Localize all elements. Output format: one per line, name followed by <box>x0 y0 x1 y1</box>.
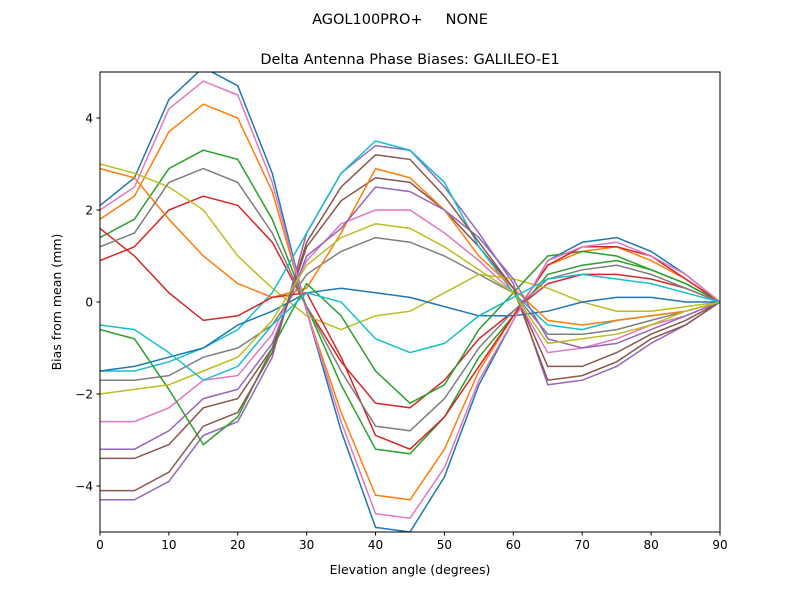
series-line-17 <box>100 80 720 520</box>
x-axis: 0 10 20 30 40 50 60 70 80 90 <box>96 532 728 552</box>
x-tick-label: 30 <box>299 538 314 552</box>
series-line-8 <box>100 236 720 381</box>
series-line-6 <box>100 177 720 460</box>
y-tick-label: 0 <box>85 296 93 310</box>
y-tick-label: −2 <box>75 388 93 402</box>
series-line-3 <box>100 149 720 455</box>
series-line-1 <box>100 72 720 532</box>
x-tick-label: 60 <box>506 538 521 552</box>
series-line-16 <box>100 154 720 492</box>
series-line-9 <box>100 163 720 331</box>
chart-title: Delta Antenna Phase Biases: GALILEO-E1 <box>260 52 559 68</box>
x-tick-label: 80 <box>643 538 658 552</box>
series-line-12 <box>100 167 720 326</box>
x-tick-label: 10 <box>161 538 176 552</box>
suptitle: AGOL100PRO+ NONE <box>312 12 488 28</box>
series-line-14 <box>100 227 720 451</box>
series-line-11 <box>100 287 720 372</box>
y-tick-label: −4 <box>75 480 93 494</box>
x-tick-label: 70 <box>575 538 590 552</box>
series-line-13 <box>100 250 720 446</box>
x-tick-label: 20 <box>230 538 245 552</box>
series-line-20 <box>100 273 720 382</box>
y-tick-label: 2 <box>85 204 93 218</box>
series-line-18 <box>100 167 720 432</box>
x-tick-label: 50 <box>437 538 452 552</box>
x-tick-label: 40 <box>368 538 383 552</box>
series-line-15 <box>100 186 720 450</box>
series-lines <box>100 72 720 532</box>
y-axis: −4 −2 0 2 4 <box>75 112 100 494</box>
x-tick-label: 90 <box>712 538 727 552</box>
series-line-4 <box>100 195 720 409</box>
y-tick-label: 4 <box>85 112 93 126</box>
series-line-19 <box>100 223 720 395</box>
x-axis-label: Elevation angle (degrees) <box>330 562 491 577</box>
x-tick-label: 0 <box>96 538 104 552</box>
y-axis-label: Bias from mean (mm) <box>49 234 64 371</box>
